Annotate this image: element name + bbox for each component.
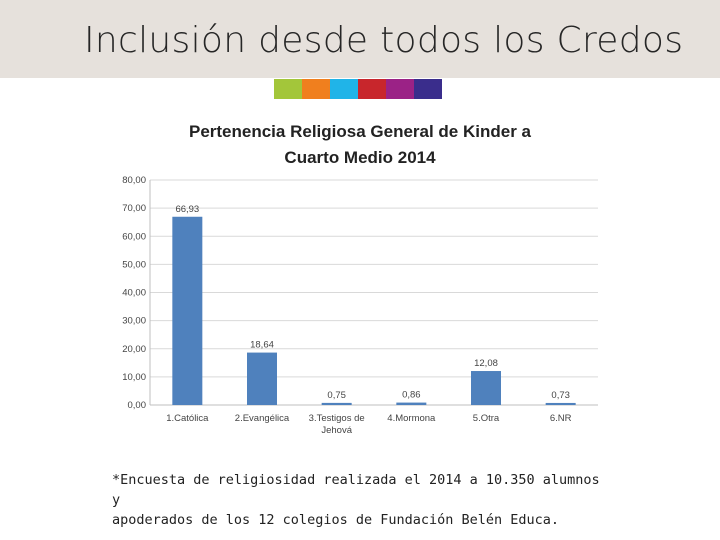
bar-2 [247,352,277,405]
x-tick-label: 6.NR [550,413,572,424]
gridlines [150,179,598,406]
data-label-4: 0,86 [402,390,421,401]
slide-header: Inclusión desde todos los Credos [0,0,720,78]
y-axis: 0,00 10,00 20,00 30,00 40,00 50,00 60,00 70,00 8… [122,175,151,411]
y-tick-label: 30,00 [122,316,146,327]
data-label-5: 12,08 [474,358,498,369]
x-tick-label: 1.Católica [166,413,209,424]
data-label-1: 66,93 [175,204,199,215]
footnote: *Encuesta de religiosidad realizada el 2… [112,470,612,530]
color-swatch-strip [274,79,442,99]
footnote-line-1: *Encuesta de religiosidad realizada el 2… [112,472,600,508]
y-tick-label: 0,00 [128,400,147,411]
x-axis-categories: 1.Católica 2.Evangélica 3.Testigos deJehov… [166,413,571,436]
bar-chart: Pertenencia Religiosa General de Kinder … [100,108,620,448]
data-labels: 66,93 18,64 0,75 0,86 12,08 0,73 [175,204,569,401]
x-tick-label: 3.Testigos de [309,413,365,424]
color-swatch-6 [414,79,442,99]
color-swatch-3 [330,79,358,99]
x-tick-label: 2.Evangélica [235,413,290,424]
y-tick-label: 40,00 [122,288,146,299]
footnote-line-2: apoderados de los 12 colegios de Fundaci… [112,512,560,528]
slide-title: Inclusión desde todos los Credos [84,20,684,61]
color-swatch-5 [386,79,414,99]
color-swatch-1 [274,79,302,99]
y-tick-label: 50,00 [122,259,146,270]
y-tick-label: 80,00 [122,175,146,186]
color-swatch-2 [302,79,330,99]
y-tick-label: 20,00 [122,344,146,355]
bar-6 [545,402,576,405]
bar-4 [396,402,427,405]
data-label-3: 0,75 [327,390,346,401]
x-tick-label: 5.Otra [473,413,500,424]
color-swatch-4 [358,79,386,99]
bar-5 [471,371,501,405]
chart-title-line-1: Pertenencia Religiosa General de Kinder … [189,122,532,141]
x-tick-label: Jehová [321,425,352,436]
chart-svg: Pertenencia Religiosa General de Kinder … [122,122,598,436]
y-tick-label: 10,00 [122,372,146,383]
bar-3 [321,402,352,405]
data-label-2: 18,64 [250,340,274,351]
chart-title-line-2: Cuarto Medio 2014 [284,148,436,167]
y-tick-label: 60,00 [122,231,146,242]
bar-1 [172,216,203,405]
x-tick-label: 4.Mormona [387,413,436,424]
data-label-6: 0,73 [551,390,570,401]
y-tick-label: 70,00 [122,203,146,214]
bars [172,216,576,405]
